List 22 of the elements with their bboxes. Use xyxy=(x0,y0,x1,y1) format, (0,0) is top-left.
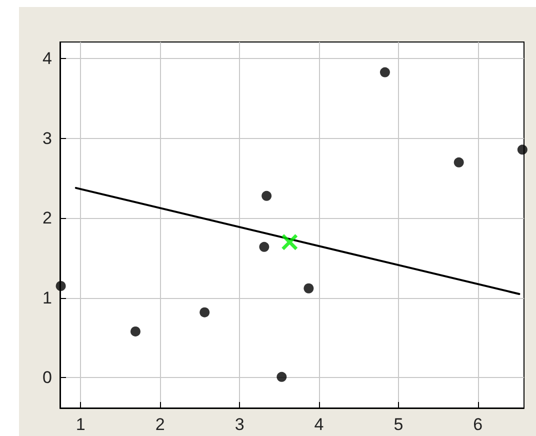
y-tick-label: 2 xyxy=(42,208,52,228)
y-tick-label: 0 xyxy=(42,368,52,388)
x-tick-label: 1 xyxy=(76,415,86,434)
point xyxy=(259,242,270,252)
point xyxy=(517,144,528,155)
y-tick-label: 1 xyxy=(42,288,52,308)
point xyxy=(276,372,287,382)
point xyxy=(200,307,210,318)
x-tick-label: 3 xyxy=(234,415,244,434)
point xyxy=(262,190,272,201)
y-tick-label: 3 xyxy=(42,128,52,148)
x-tick-label: 2 xyxy=(155,415,165,434)
point xyxy=(56,281,66,291)
point xyxy=(380,67,390,78)
x-tick-label: 4 xyxy=(314,415,324,434)
x-tick-label: 5 xyxy=(394,415,404,434)
point xyxy=(454,157,464,168)
point xyxy=(304,283,314,294)
x-tick-label: 6 xyxy=(473,415,483,434)
point xyxy=(282,234,298,250)
y-tick-label: 4 xyxy=(42,49,52,68)
point xyxy=(130,326,140,336)
